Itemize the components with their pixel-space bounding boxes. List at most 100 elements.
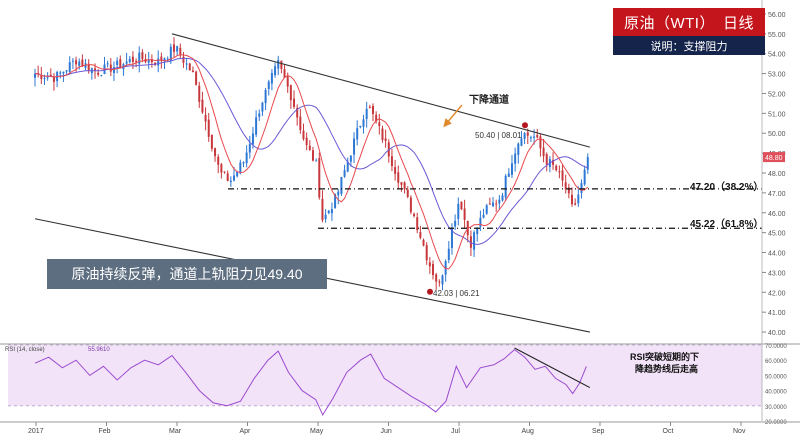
candle-body	[362, 119, 365, 127]
channel-arrow	[443, 104, 463, 128]
candle-body	[558, 171, 561, 173]
candle-body	[334, 193, 337, 209]
candle-body	[473, 232, 476, 250]
candle-body	[248, 143, 251, 153]
high-label: 50.40 | 08.01	[475, 131, 522, 140]
price-tick-label: 56.00	[768, 12, 786, 19]
candle-body	[293, 98, 296, 107]
candle-body	[542, 147, 545, 157]
rsi-value-label: 55.9610	[88, 347, 110, 353]
candle-body	[356, 128, 359, 140]
candle-body	[296, 107, 299, 118]
candle-body	[264, 89, 267, 104]
rsi-tick-label: 20.0000	[765, 420, 787, 426]
subtitle-text: 说明：支撑阻力	[650, 40, 728, 53]
price-tick-label: 43.00	[768, 270, 786, 277]
candle-body	[255, 117, 258, 135]
candle-body	[378, 122, 381, 127]
timeframe-title: 日线	[722, 14, 754, 32]
time-tick-label: Aug	[522, 428, 535, 435]
candle-body	[220, 164, 223, 173]
candle-body	[353, 138, 356, 155]
candle-body	[302, 130, 305, 140]
candle-body	[201, 99, 204, 113]
candle-body	[371, 106, 374, 114]
candle-body	[75, 60, 78, 65]
channel-upper-line	[171, 33, 590, 148]
candle-body	[40, 75, 43, 80]
candle-body	[343, 170, 346, 177]
rsi-tick-label: 60.0000	[765, 359, 787, 365]
candle-body	[270, 73, 273, 84]
candle-body	[564, 182, 567, 189]
candle-body	[495, 203, 498, 205]
price-tick-label: 52.00	[768, 91, 786, 98]
level2-label: 45.22（61.8%）	[690, 217, 763, 230]
candle-body	[492, 202, 495, 207]
candle-body	[116, 60, 119, 65]
candle-body	[236, 171, 239, 177]
candle-body	[413, 213, 416, 217]
candle-body	[34, 73, 36, 78]
candle-body	[390, 156, 393, 167]
candle-body	[454, 220, 457, 227]
candle-body	[346, 161, 349, 172]
candle-body	[97, 72, 100, 75]
candle-body	[68, 62, 71, 72]
time-tick-label: May	[310, 428, 324, 435]
price-tick-label: 51.00	[768, 111, 786, 118]
candle-body	[375, 114, 378, 122]
candle-body	[447, 248, 450, 261]
candle-body	[223, 171, 226, 173]
candle-body	[384, 138, 387, 141]
candle-body	[571, 194, 574, 205]
candle-body	[286, 76, 289, 87]
time-tick-label: Nov	[733, 428, 746, 435]
candle-body	[567, 187, 570, 194]
candle-body	[498, 199, 501, 204]
candle-body	[242, 162, 245, 164]
candle-body	[147, 59, 150, 63]
candle-body	[359, 125, 362, 128]
candle-body	[49, 74, 52, 77]
candle-body	[112, 67, 115, 73]
candle-body	[577, 194, 580, 204]
candle-body	[46, 76, 49, 78]
ma-slow-line	[34, 57, 588, 246]
candle-body	[217, 156, 220, 165]
ma-fast-line	[34, 54, 589, 270]
candle-body	[441, 275, 444, 285]
candle-body	[195, 71, 198, 85]
candle-body	[43, 78, 46, 80]
candle-body	[476, 228, 479, 235]
rsi-band	[8, 345, 762, 406]
candle-body	[479, 217, 482, 227]
candle-body	[419, 232, 422, 238]
time-tick-label: Oct	[663, 428, 674, 435]
candle-body	[536, 135, 539, 138]
candle-body	[460, 201, 463, 210]
candle-body	[277, 59, 280, 69]
candle-body	[349, 155, 352, 162]
candle-body	[555, 165, 558, 171]
candle-body	[533, 136, 536, 138]
price-tick-label: 41.00	[768, 310, 786, 317]
time-tick-label: Apr	[240, 428, 252, 435]
candle-body	[318, 158, 321, 198]
candle-body	[438, 281, 441, 283]
candle-body	[191, 70, 194, 73]
candle-body	[428, 262, 431, 267]
price-tick-label: 45.00	[768, 231, 786, 238]
price-tick-label: 42.00	[768, 290, 786, 297]
rsi-note-line2: 降趋势线后走高	[635, 363, 698, 374]
candle-body	[561, 170, 564, 181]
candle-body	[583, 169, 586, 185]
candle-body	[365, 108, 368, 119]
rsi-indicator-label: RSI (14, close)	[5, 347, 45, 353]
candle-body	[182, 56, 185, 63]
candle-body	[305, 137, 308, 146]
candle-body	[315, 160, 318, 162]
candle-body	[321, 198, 324, 221]
price-tick-label: 50.00	[768, 131, 786, 138]
